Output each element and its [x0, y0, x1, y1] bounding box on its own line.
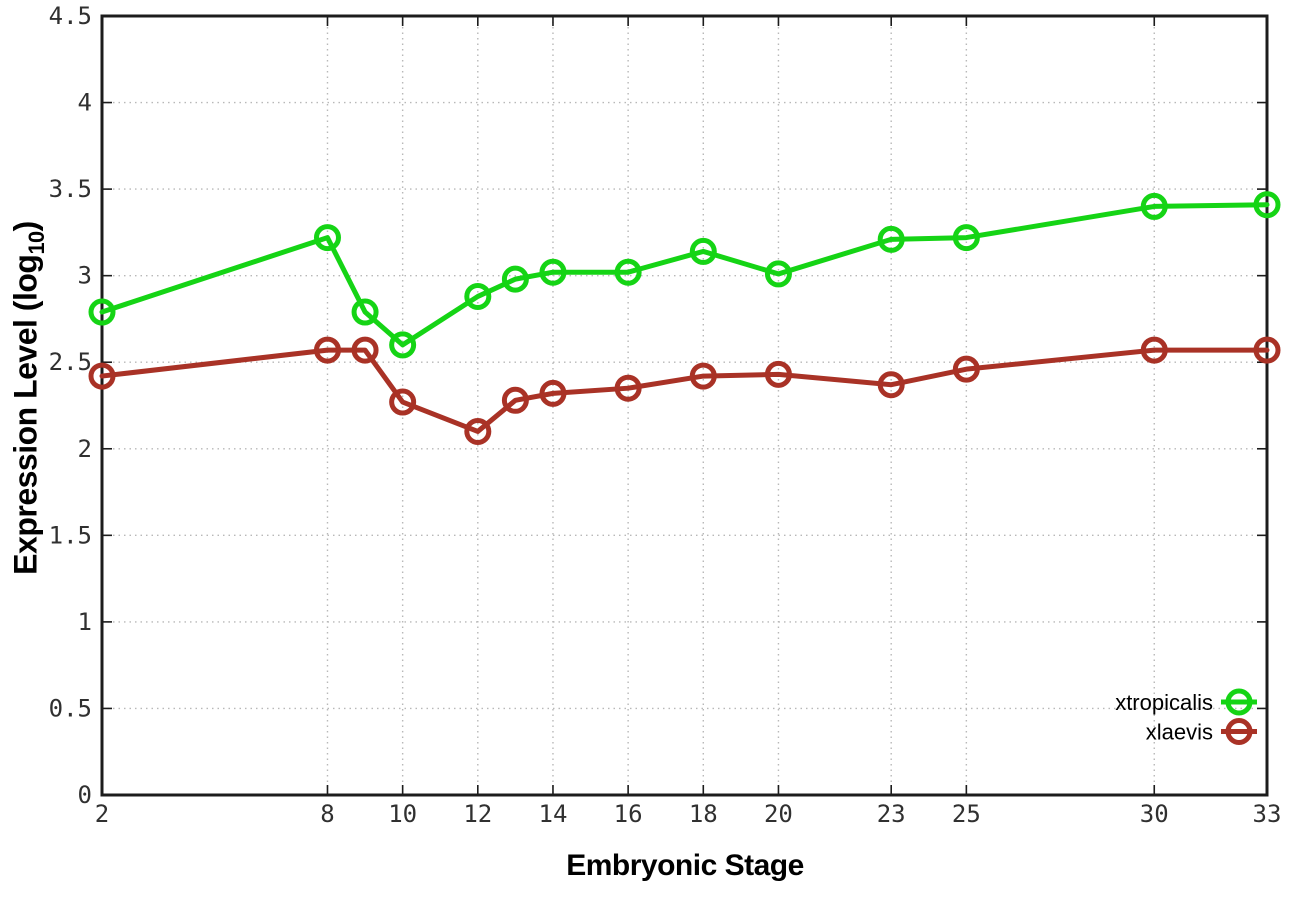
- data-point-xlaevis-stage-2: [88, 362, 116, 390]
- x-tick-label: 14: [539, 800, 568, 828]
- data-point-xlaevis-stage-12: [464, 417, 492, 445]
- data-point-xlaevis-stage-23: [877, 371, 905, 399]
- data-point-xtropicalis-stage-14: [539, 258, 567, 286]
- x-tick-label: 33: [1253, 800, 1282, 828]
- data-point-xlaevis-stage-25: [952, 355, 980, 383]
- y-axis-title: Expression Level (log10): [7, 221, 49, 575]
- legend-marker-xtropicalis: [1225, 688, 1253, 716]
- data-point-xlaevis-stage-16: [614, 374, 642, 402]
- x-tick-label: 20: [764, 800, 793, 828]
- x-tick-label: 18: [689, 800, 718, 828]
- data-point-xtropicalis-stage-33: [1253, 191, 1281, 219]
- data-point-xtropicalis-stage-10: [389, 331, 417, 359]
- y-tick-label: 3: [78, 262, 92, 290]
- y-axis: 0 0.5 1 1.5 2 2.5 3 3.5 4 4.5: [49, 2, 1267, 809]
- data-point-xtropicalis-stage-23: [877, 225, 905, 253]
- x-tick-label: 12: [463, 800, 492, 828]
- y-tick-label: 2: [78, 435, 92, 463]
- data-point-xlaevis-stage-14: [539, 379, 567, 407]
- data-point-xtropicalis-stage-9: [351, 298, 379, 326]
- data-point-xtropicalis-stage-2: [88, 298, 116, 326]
- x-axis-title: Embryonic Stage: [566, 849, 804, 882]
- y-axis-title-text: Expression Level (log: [7, 254, 44, 575]
- x-axis: 2 8 10 12 14 16 18 20 23 25 30 33: [95, 16, 1282, 828]
- data-point-xtropicalis-stage-30: [1140, 192, 1168, 220]
- y-tick-label: 4: [78, 89, 92, 117]
- y-axis-title-suffix: ): [7, 221, 44, 232]
- y-tick-label: 1.5: [49, 521, 92, 549]
- data-point-xlaevis-stage-18: [689, 362, 717, 390]
- series-line-xtropicalis: [99, 202, 1270, 348]
- data-point-xlaevis-stage-8: [313, 336, 341, 364]
- data-point-xtropicalis-stage-20: [764, 260, 792, 288]
- x-tick-label: 2: [95, 800, 109, 828]
- y-tick-label: 1: [78, 608, 92, 636]
- legend: xtropicalis xlaevis: [1115, 688, 1257, 745]
- legend-marker-xlaevis: [1225, 718, 1253, 745]
- data-point-xtropicalis-stage-16: [614, 258, 642, 286]
- x-tick-label: 30: [1140, 800, 1169, 828]
- x-tick-label: 16: [614, 800, 643, 828]
- y-tick-label: 4.5: [49, 2, 92, 30]
- y-tick-label: 0: [78, 781, 92, 809]
- data-point-xlaevis-stage-20: [764, 360, 792, 388]
- legend-label-xtropicalis: xtropicalis: [1115, 690, 1213, 715]
- y-axis-title-subscript: 10: [23, 231, 49, 255]
- y-tick-label: 3.5: [49, 175, 92, 203]
- x-tick-label: 23: [877, 800, 906, 828]
- x-tick-label: 10: [388, 800, 417, 828]
- x-tick-label: 8: [320, 800, 334, 828]
- data-point-xtropicalis-stage-12: [464, 282, 492, 310]
- data-point-xtropicalis-stage-8: [313, 224, 341, 252]
- data-point-xlaevis-stage-13: [501, 386, 529, 414]
- data-point-xtropicalis-stage-13: [501, 265, 529, 293]
- data-point-xlaevis-stage-30: [1140, 336, 1168, 364]
- data-point-xlaevis-stage-10: [389, 388, 417, 416]
- series-xtropicalis: [88, 191, 1281, 359]
- series-xlaevis: [88, 336, 1281, 445]
- data-point-xlaevis-stage-33: [1253, 336, 1281, 364]
- x-tick-label: 25: [952, 800, 981, 828]
- y-tick-label: 0.5: [49, 694, 92, 722]
- data-point-xtropicalis-stage-25: [952, 224, 980, 252]
- data-point-xtropicalis-stage-18: [689, 237, 717, 265]
- y-tick-label: 2.5: [49, 348, 92, 376]
- plot-border: [100, 14, 1269, 797]
- data-point-xlaevis-stage-9: [351, 336, 379, 364]
- legend-label-xlaevis: xlaevis: [1146, 720, 1213, 745]
